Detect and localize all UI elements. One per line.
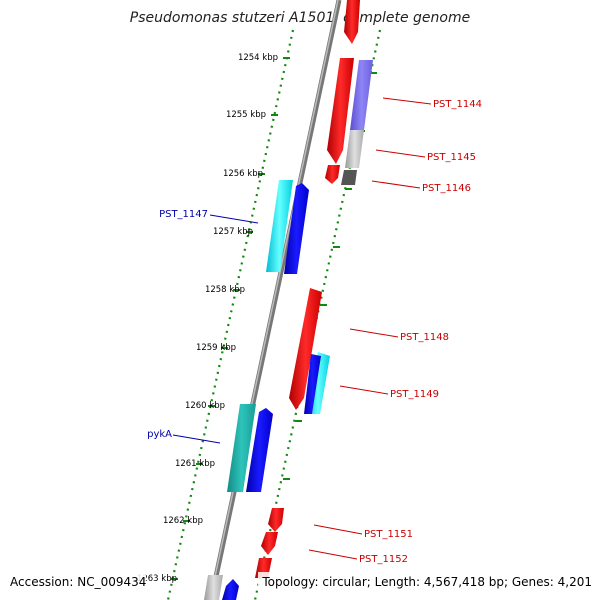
tick-label-1256: 1256 kbp	[223, 169, 263, 179]
reverse-strand-genes	[204, 180, 309, 600]
tick-label-1262: 1262 kbp	[163, 516, 203, 526]
leader-pst-1151	[313, 524, 363, 535]
gene-arrow-top[interactable]	[344, 0, 360, 44]
leader-pst-1149	[339, 385, 389, 395]
gene-label-pst-1147[interactable]: PST_1147	[159, 209, 208, 220]
gene-arrow-pst-1149[interactable]	[304, 354, 321, 414]
leader-pst-1145	[375, 149, 426, 158]
gene-labels: PST_1144 PST_1145 PST_1146 PST_1148 PST_…	[147, 99, 482, 565]
gene-arrow-pst-1145[interactable]	[345, 130, 364, 168]
leader-pst-1146	[371, 180, 421, 189]
ruler-labels: 1254 kbp 1255 kbp 1256 kbp 1257 kbp 1258…	[137, 53, 278, 584]
leader-pst-1152	[308, 549, 358, 560]
genome-title: Pseudomonas stutzeri A1501, complete gen…	[130, 10, 470, 26]
gene-arrow-grey-bottom[interactable]	[204, 575, 223, 600]
leader-pst-1144	[382, 97, 432, 105]
gene-label-pst-1148[interactable]: PST_1148	[400, 332, 449, 343]
genome-backbone	[208, 0, 342, 600]
gene-label-pst-1152[interactable]: PST_1152	[359, 554, 408, 565]
tick-label-1261: 1261 kbp	[175, 459, 215, 469]
gene-label-pst-1149[interactable]: PST_1149	[390, 389, 439, 400]
gene-arrow-pst-1151[interactable]	[268, 508, 284, 532]
gene-arrow-pst-1145-red[interactable]	[325, 165, 340, 184]
gene-arrow-pst-1146[interactable]	[341, 170, 357, 185]
gene-arrow-pst-1144[interactable]	[327, 58, 354, 164]
gene-label-pst-1151[interactable]: PST_1151	[364, 529, 413, 540]
genome-backbone-highlight	[209, 0, 339, 600]
gene-label-pst-1146[interactable]: PST_1146	[422, 183, 471, 194]
gene-label-pst-1144[interactable]: PST_1144	[433, 99, 482, 110]
gene-arrow-pst-1144-companion[interactable]	[350, 60, 373, 130]
tick-label-1255: 1255 kbp	[226, 110, 266, 120]
tick-label-1257: 1257 kbp	[213, 227, 253, 237]
tick-label-1254: 1254 kbp	[238, 53, 278, 63]
gene-label-pyka[interactable]: pykA	[147, 429, 172, 440]
gene-label-pst-1145[interactable]: PST_1145	[427, 152, 476, 163]
leader-pst-1148	[349, 328, 399, 338]
footer-accession-backdrop	[6, 572, 146, 590]
footer-topology: Topology: circular; Length: 4,567,418 bp…	[261, 575, 592, 589]
tick-label-1258: 1258 kbp	[205, 285, 245, 295]
footer-accession: Accession: NC_009434	[10, 575, 146, 589]
gene-arrow-pst-1147-cyan[interactable]	[266, 180, 293, 272]
gene-arrow-pst-1148[interactable]	[289, 288, 322, 410]
ruler-ticks	[171, 57, 290, 580]
leader-pst-1147	[209, 214, 259, 224]
gene-arrow-pst-1147[interactable]	[284, 183, 309, 274]
tick-label-1263: 1263 kbp	[137, 574, 177, 584]
label-leaders	[172, 97, 432, 560]
gene-arrow-blue-bottom[interactable]	[222, 579, 239, 600]
forward-strand-genes	[255, 0, 373, 578]
leader-pyka	[172, 434, 221, 444]
tick-label-1259: 1259 kbp	[196, 343, 236, 353]
gene-arrow-pyka-teal[interactable]	[227, 404, 256, 492]
footer-topology-backdrop	[258, 572, 596, 590]
tick-label-1260: 1260 kbp	[185, 401, 225, 411]
gene-arrow-pyka[interactable]	[246, 408, 273, 492]
gene-arrow-pst-1152[interactable]	[261, 532, 278, 555]
